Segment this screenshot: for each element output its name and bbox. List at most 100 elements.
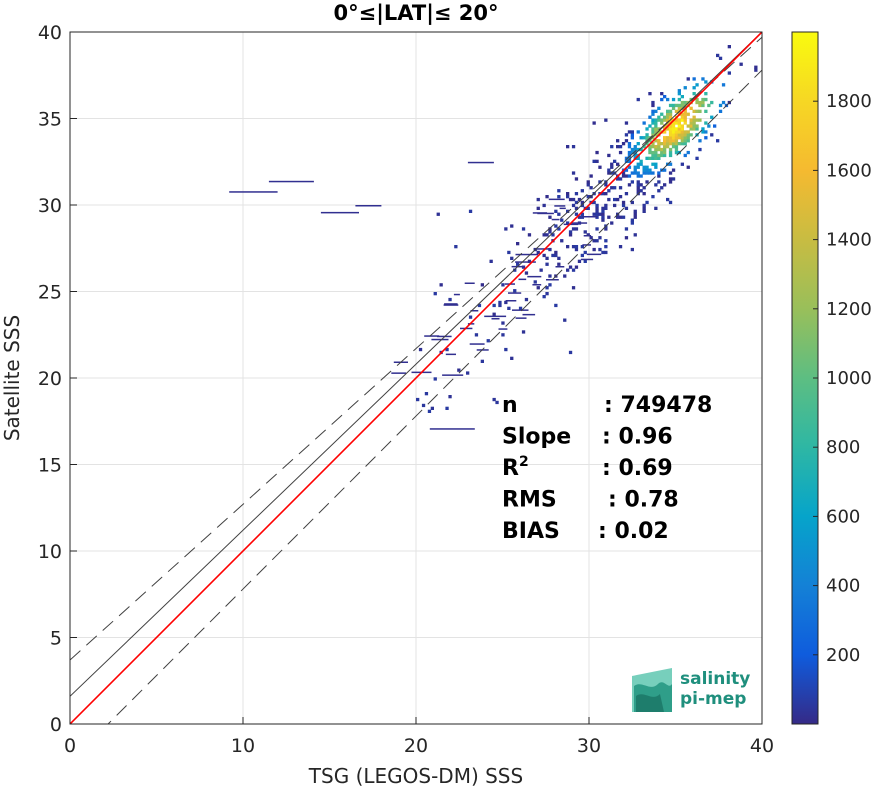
y-tick-label: 20 [38, 368, 62, 390]
heatmap-cell [621, 171, 626, 175]
heatmap-cell [633, 233, 637, 237]
heatmap-cell [468, 209, 473, 213]
colorbar-ticks: 200 400 600 800 1000 1200 1400 1600 1800 [813, 91, 872, 666]
y-tick-label: 10 [38, 541, 62, 563]
heatmap-cell [355, 205, 382, 207]
stat-label-sup: 2 [519, 454, 529, 470]
y-tick-label: 40 [38, 22, 62, 44]
heatmap-cell [613, 197, 617, 202]
heatmap-cell [574, 247, 579, 252]
heatmap-cell [716, 139, 720, 143]
stat-label: RMS [502, 488, 557, 513]
heatmap-cell [630, 221, 634, 225]
heatmap-cell [695, 127, 699, 131]
heatmap-cell [568, 265, 573, 269]
heatmap-cell [501, 321, 505, 325]
heatmap-cell [651, 133, 655, 137]
heatmap-cell [677, 106, 681, 110]
heatmap-cell [674, 145, 679, 149]
heatmap-cell [633, 153, 637, 158]
heatmap-cell [645, 171, 649, 175]
heatmap-cell [424, 392, 429, 396]
heatmap-cell [507, 306, 511, 310]
heatmap-cell [677, 142, 681, 146]
heatmap-cell [654, 133, 658, 137]
heatmap-cell [607, 168, 611, 172]
heatmap-cell [704, 97, 708, 102]
stat-value: : 0.69 [602, 456, 673, 481]
heatmap-cell [657, 118, 661, 122]
heatmap-cell [508, 292, 522, 294]
heatmap-cell [598, 180, 602, 184]
heatmap-cell [571, 222, 588, 224]
heatmap-cell [636, 147, 640, 152]
heatmap-cell [583, 259, 587, 263]
heatmap-cell [689, 118, 693, 122]
heatmap-cell [698, 109, 702, 113]
heatmap-cell [683, 130, 687, 134]
heatmap-cell [583, 230, 587, 234]
heatmap-cell [574, 206, 579, 210]
heatmap-cell [636, 189, 640, 193]
heatmap-cell [518, 306, 523, 310]
heatmap-cell [636, 156, 640, 160]
heatmap-cell [630, 247, 634, 252]
heatmap-cell [554, 224, 558, 228]
heatmap-cell [674, 147, 679, 152]
heatmap-cell [654, 139, 658, 143]
heatmap-cell [621, 203, 626, 208]
heatmap-cell [704, 92, 708, 96]
heatmap-cell [704, 130, 708, 134]
heatmap-cell [566, 221, 570, 225]
heatmap-cell [492, 397, 496, 402]
heatmap-cell [642, 145, 646, 149]
heatmap-cell [680, 139, 684, 143]
heatmap-cell [498, 300, 502, 305]
heatmap-cell [607, 153, 611, 158]
heatmap-cell [633, 165, 637, 169]
heatmap-cell [692, 92, 696, 96]
heatmap-cell [686, 133, 690, 137]
heatmap-cell [545, 233, 549, 237]
heatmap-cell [510, 224, 514, 228]
heatmap-cell [592, 121, 596, 125]
heatmap-cell [648, 92, 652, 96]
heatmap-cell [642, 203, 646, 208]
heatmap-cell [555, 266, 565, 268]
heatmap-cell [536, 206, 540, 210]
regression-line [70, 32, 762, 697]
heatmap-cell [695, 100, 699, 105]
heatmap-cell [671, 127, 676, 131]
heatmap-cell [680, 130, 684, 134]
x-tick-label: 10 [231, 735, 255, 757]
heatmap-cell [598, 212, 602, 216]
heatmap-cell [707, 103, 711, 108]
heatmap-cell [671, 168, 676, 172]
heatmap-cell [498, 303, 502, 308]
heatmap-cell [592, 200, 596, 205]
heatmap-cell [686, 136, 690, 140]
heatmap-cell [574, 200, 579, 205]
heatmap-cell [566, 145, 570, 149]
heatmap-cell [621, 174, 626, 178]
heatmap-cell [642, 171, 646, 175]
heatmap-cell [636, 183, 640, 187]
heatmap-cell [621, 215, 626, 219]
heatmap-cell [566, 268, 570, 272]
heatmap-cell [601, 215, 605, 219]
heatmap-cell [671, 177, 676, 181]
heatmap-cell [677, 118, 681, 122]
heatmap-cell [680, 124, 684, 128]
heatmap-cell [601, 250, 605, 255]
heatmap-cell [391, 372, 407, 374]
heatmap-cell [592, 159, 596, 163]
heatmap-cell [683, 136, 687, 140]
heatmap-cell [571, 286, 576, 290]
heatmap-cell [639, 147, 643, 152]
heatmap-cell [536, 197, 540, 202]
heatmap-cell [677, 89, 681, 93]
heatmap-cell [636, 165, 640, 169]
heatmap-cell [668, 142, 673, 146]
heatmap-cell [692, 86, 696, 90]
heatmap-cell [467, 161, 494, 164]
